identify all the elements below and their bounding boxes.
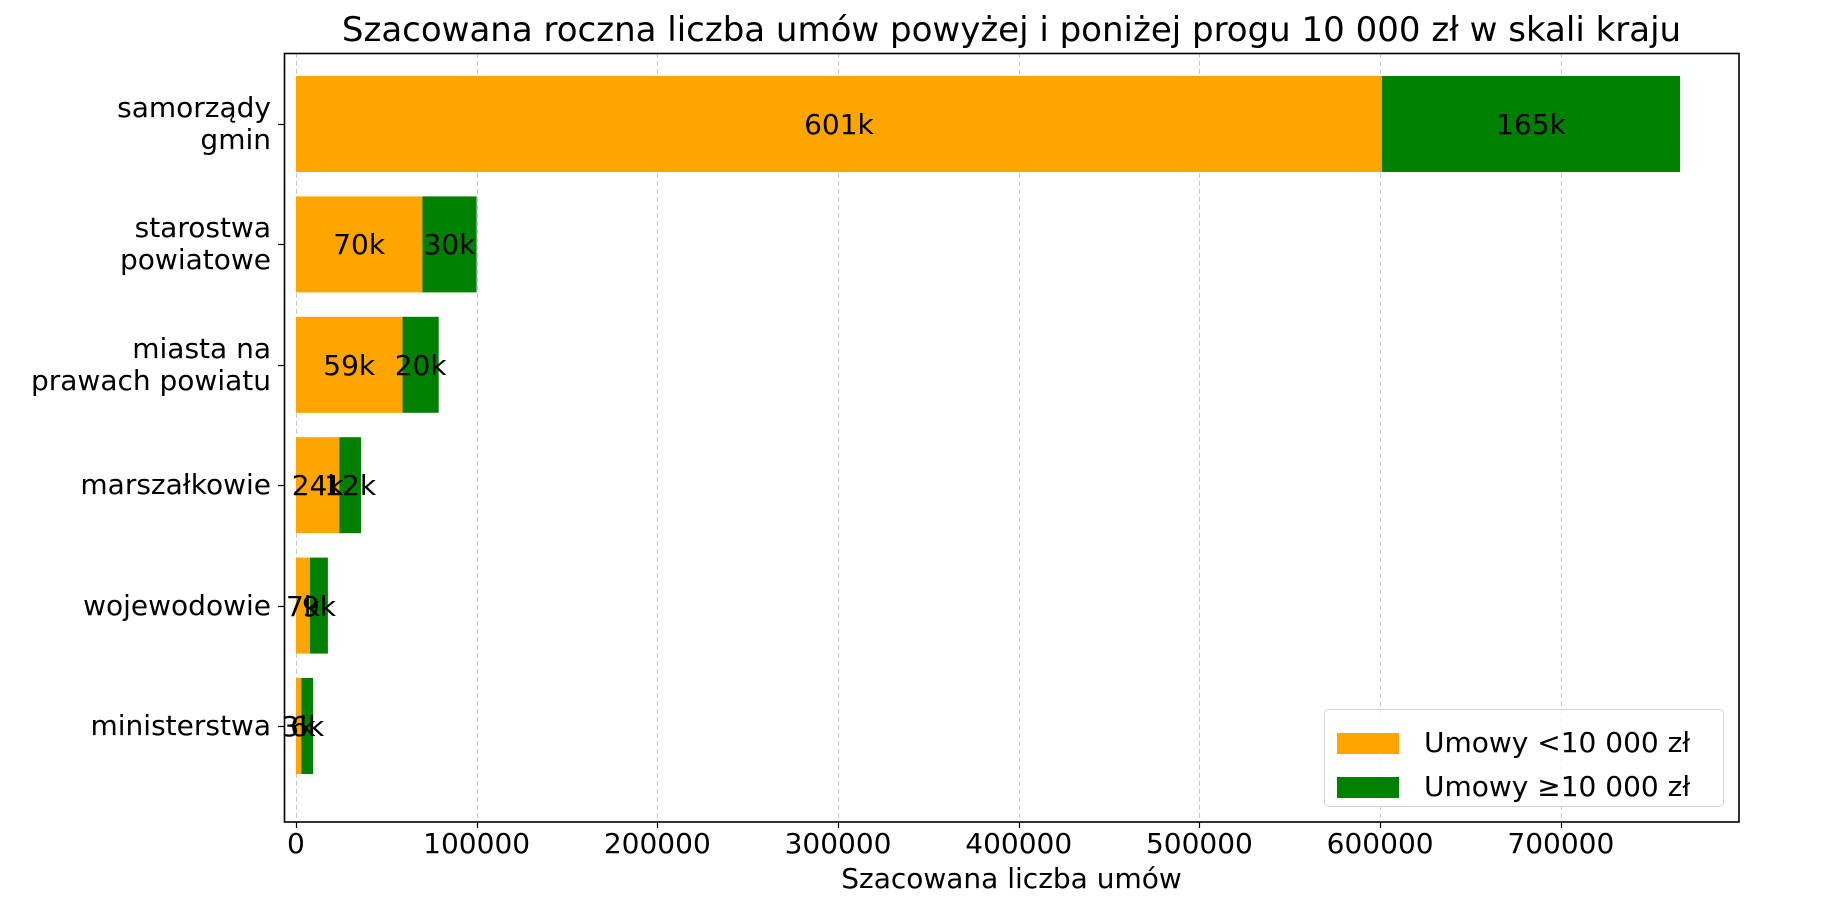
x-tick-label: 100000 bbox=[423, 827, 531, 860]
bar-value-label: 24k bbox=[291, 469, 344, 503]
legend-item-above-threshold: Umowy ≥10 000 zł bbox=[1337, 771, 1690, 803]
bar-segment-above-threshold bbox=[310, 557, 328, 654]
bars bbox=[295, 76, 1681, 774]
legend-swatch-green bbox=[1337, 776, 1399, 798]
bar-segment-below-threshold bbox=[295, 76, 1382, 172]
x-tick-label: 500000 bbox=[1145, 827, 1253, 860]
y-tick-label: samorządy gmin bbox=[117, 91, 271, 156]
legend-label: Umowy <10 000 zł bbox=[1424, 726, 1691, 759]
bar-segment-above-threshold bbox=[422, 196, 477, 293]
x-tick-label: 600000 bbox=[1326, 827, 1434, 860]
bar-value-label: 30k bbox=[423, 228, 476, 262]
bar-value-label: 601k bbox=[804, 108, 874, 141]
x-tick-label: 700000 bbox=[1507, 827, 1615, 860]
x-tick-label: 400000 bbox=[965, 827, 1073, 860]
bar-segment-below-threshold bbox=[295, 316, 403, 413]
bar-segment-below-threshold bbox=[295, 196, 423, 293]
chart-title: Szacowana roczna liczba umów powyżej i p… bbox=[341, 10, 1682, 50]
legend: Umowy <10 000 zł Umowy ≥10 000 zł bbox=[1324, 709, 1724, 807]
bar-segment-above-threshold bbox=[339, 437, 361, 534]
y-tick-label: wojewodowie bbox=[83, 588, 271, 622]
legend-label: Umowy ≥10 000 zł bbox=[1424, 770, 1691, 803]
plot-frame bbox=[283, 52, 1740, 823]
x-gridlines bbox=[296, 53, 1562, 822]
bar-value-label: 59k bbox=[323, 348, 376, 382]
bar-value-label: 20k bbox=[394, 348, 447, 382]
bar-value-label: 6k bbox=[290, 710, 325, 743]
bar-segment-below-threshold bbox=[295, 437, 340, 534]
y-tick-label: ministerstwa bbox=[90, 709, 271, 742]
y-tick-label: marszałkowie bbox=[80, 468, 271, 502]
bar-segment-above-threshold bbox=[1381, 76, 1681, 172]
x-tick-label: 200000 bbox=[603, 827, 711, 860]
bar-segment-above-threshold bbox=[301, 678, 314, 774]
bar-value-label: 12k bbox=[324, 469, 377, 503]
x-tick-label: 0 bbox=[287, 827, 305, 860]
bar-value-label: 70k bbox=[333, 228, 386, 262]
y-tick-label: starostwa powiatowe bbox=[120, 211, 271, 277]
axis-ticks bbox=[278, 123, 1563, 828]
bar-value-label: 165k bbox=[1496, 108, 1566, 141]
legend-item-below-threshold: Umowy <10 000 zł bbox=[1337, 727, 1690, 759]
x-tick-label: 300000 bbox=[784, 827, 892, 860]
bar-segment-above-threshold bbox=[402, 316, 439, 413]
bar-segment-below-threshold bbox=[295, 557, 311, 654]
bar-value-label: 7k bbox=[285, 589, 320, 623]
bar-value-label: 3k bbox=[281, 710, 316, 743]
x-axis-label: Szacowana liczba umów bbox=[841, 862, 1182, 895]
bar-segment-below-threshold bbox=[295, 678, 302, 774]
bar-value-label: 9k bbox=[301, 589, 336, 623]
legend-swatch-orange bbox=[1337, 732, 1399, 754]
y-tick-label: miasta na prawach powiatu bbox=[30, 331, 271, 397]
